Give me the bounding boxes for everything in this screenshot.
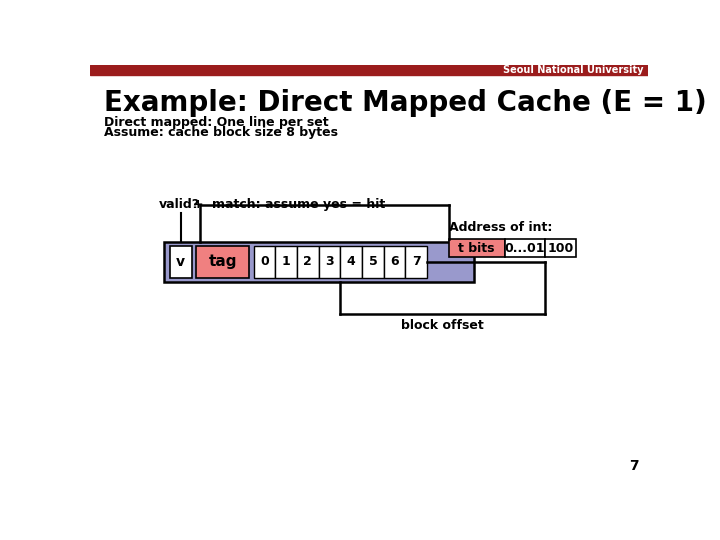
Text: 5: 5 (369, 255, 377, 268)
Bar (384, 246, 405, 278)
Text: v: v (176, 255, 185, 269)
Bar (170, 246, 192, 278)
Text: 1: 1 (282, 255, 290, 268)
Text: 3: 3 (325, 255, 334, 268)
Bar (275, 246, 297, 278)
Text: Seoul National University: Seoul National University (503, 65, 644, 75)
Text: Example: Direct Mapped Cache (E = 1): Example: Direct Mapped Cache (E = 1) (104, 90, 707, 117)
Bar (545, 239, 576, 257)
Text: Address of int:: Address of int: (449, 221, 552, 234)
Bar (362, 246, 384, 278)
Bar (319, 246, 341, 278)
Text: 6: 6 (390, 255, 399, 268)
Text: tag: tag (208, 254, 237, 269)
Text: block offset: block offset (401, 319, 484, 332)
Text: 100: 100 (547, 241, 574, 254)
Text: 0...01: 0...01 (505, 241, 545, 254)
Bar (297, 246, 319, 278)
Text: valid?: valid? (158, 198, 199, 211)
Text: 7: 7 (629, 459, 639, 473)
Bar (196, 246, 249, 278)
Bar (405, 246, 427, 278)
Bar (163, 242, 474, 282)
Bar (449, 239, 505, 257)
Bar (505, 239, 545, 257)
Text: +: + (192, 198, 203, 211)
Text: match: assume yes = hit: match: assume yes = hit (212, 198, 385, 211)
Bar (341, 246, 362, 278)
Text: 2: 2 (303, 255, 312, 268)
Text: 4: 4 (347, 255, 356, 268)
Bar (253, 246, 275, 278)
Text: 0: 0 (260, 255, 269, 268)
Text: t bits: t bits (459, 241, 495, 254)
Bar (90, 65, 648, 75)
Text: Assume: cache block size 8 bytes: Assume: cache block size 8 bytes (104, 126, 338, 139)
Text: Direct mapped: One line per set: Direct mapped: One line per set (104, 116, 328, 129)
Text: 7: 7 (412, 255, 420, 268)
